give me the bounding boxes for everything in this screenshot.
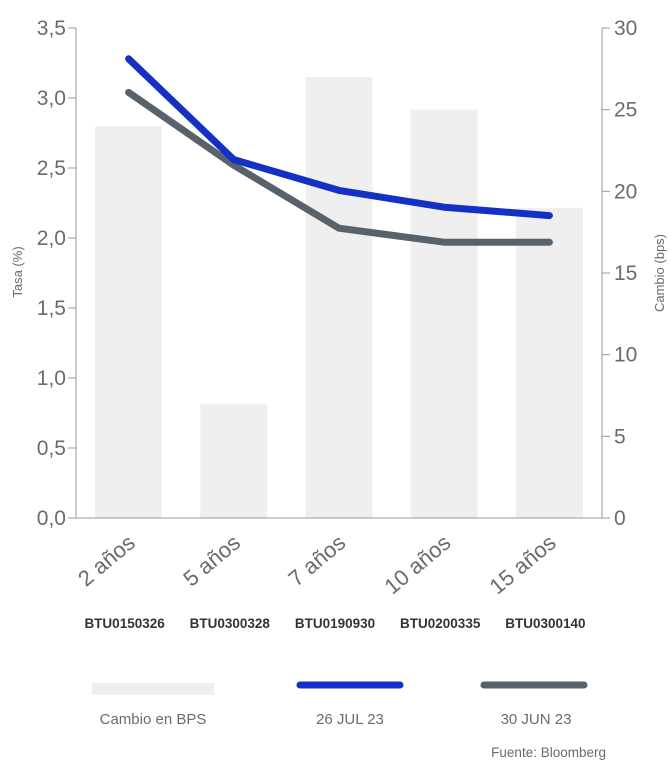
bar-2 — [200, 403, 268, 518]
x-tick-label: 15 años — [485, 530, 561, 599]
bond-code-label: BTU0150326 — [84, 616, 165, 631]
x-tick-label: 7 años — [284, 530, 351, 592]
x-tick-label: 2 años — [73, 530, 140, 592]
y-tick-label: 3,0 — [37, 87, 66, 110]
bond-code-label: BTU0300328 — [190, 616, 271, 631]
labels-layer: 2 años 5 años 7 años 10 años 15 años BTU01503… — [73, 530, 585, 631]
y2-tick-label: 30 — [614, 17, 637, 40]
legend-label-series-1: 26 JUL 23 — [316, 711, 384, 728]
lines-layer — [125, 55, 553, 246]
bar-3 — [305, 77, 373, 518]
legend: Cambio en BPS 26 JUL 23 30 JUN 23 — [92, 681, 588, 728]
bar-1 — [95, 126, 163, 518]
bond-code-label: BTU0300140 — [505, 616, 585, 631]
bar-4 — [410, 109, 478, 519]
ticks-layer: 0,0 0,5 1,0 1,5 2,0 2,5 3,0 3,5 0 5 10 15 20 25 30 — [37, 17, 638, 530]
y2-axis-title: Cambio (bps) — [652, 234, 667, 312]
y2-tick-label: 25 — [614, 99, 637, 122]
y2-tick-label: 20 — [614, 180, 637, 203]
bond-code-label: BTU0190930 — [295, 616, 375, 631]
legend-swatch-bars — [92, 683, 214, 695]
bar-5 — [515, 207, 583, 518]
y-tick-label: 0,0 — [37, 507, 66, 530]
y2-tick-label: 5 — [614, 425, 626, 448]
y-tick-label: 2,0 — [37, 227, 66, 250]
legend-label-series-2: 30 JUN 23 — [501, 711, 572, 728]
y2-tick-label: 10 — [614, 344, 637, 367]
x-tick-label: 10 años — [379, 530, 455, 599]
y-tick-label: 3,5 — [37, 17, 66, 40]
y-axis-title: Tasa (%) — [10, 246, 25, 297]
legend-label-bars: Cambio en BPS — [100, 711, 207, 728]
y2-tick-label: 0 — [614, 507, 626, 530]
bars-layer — [95, 77, 583, 519]
y-tick-label: 2,5 — [37, 157, 66, 180]
source-note: Fuente: Bloomberg — [491, 745, 606, 760]
y-tick-label: 1,0 — [37, 367, 66, 390]
y2-tick-label: 15 — [614, 262, 637, 285]
x-tick-label: 5 años — [178, 530, 245, 592]
bond-code-label: BTU0200335 — [400, 616, 481, 631]
y-tick-label: 0,5 — [37, 437, 66, 460]
y-tick-label: 1,5 — [37, 297, 66, 320]
